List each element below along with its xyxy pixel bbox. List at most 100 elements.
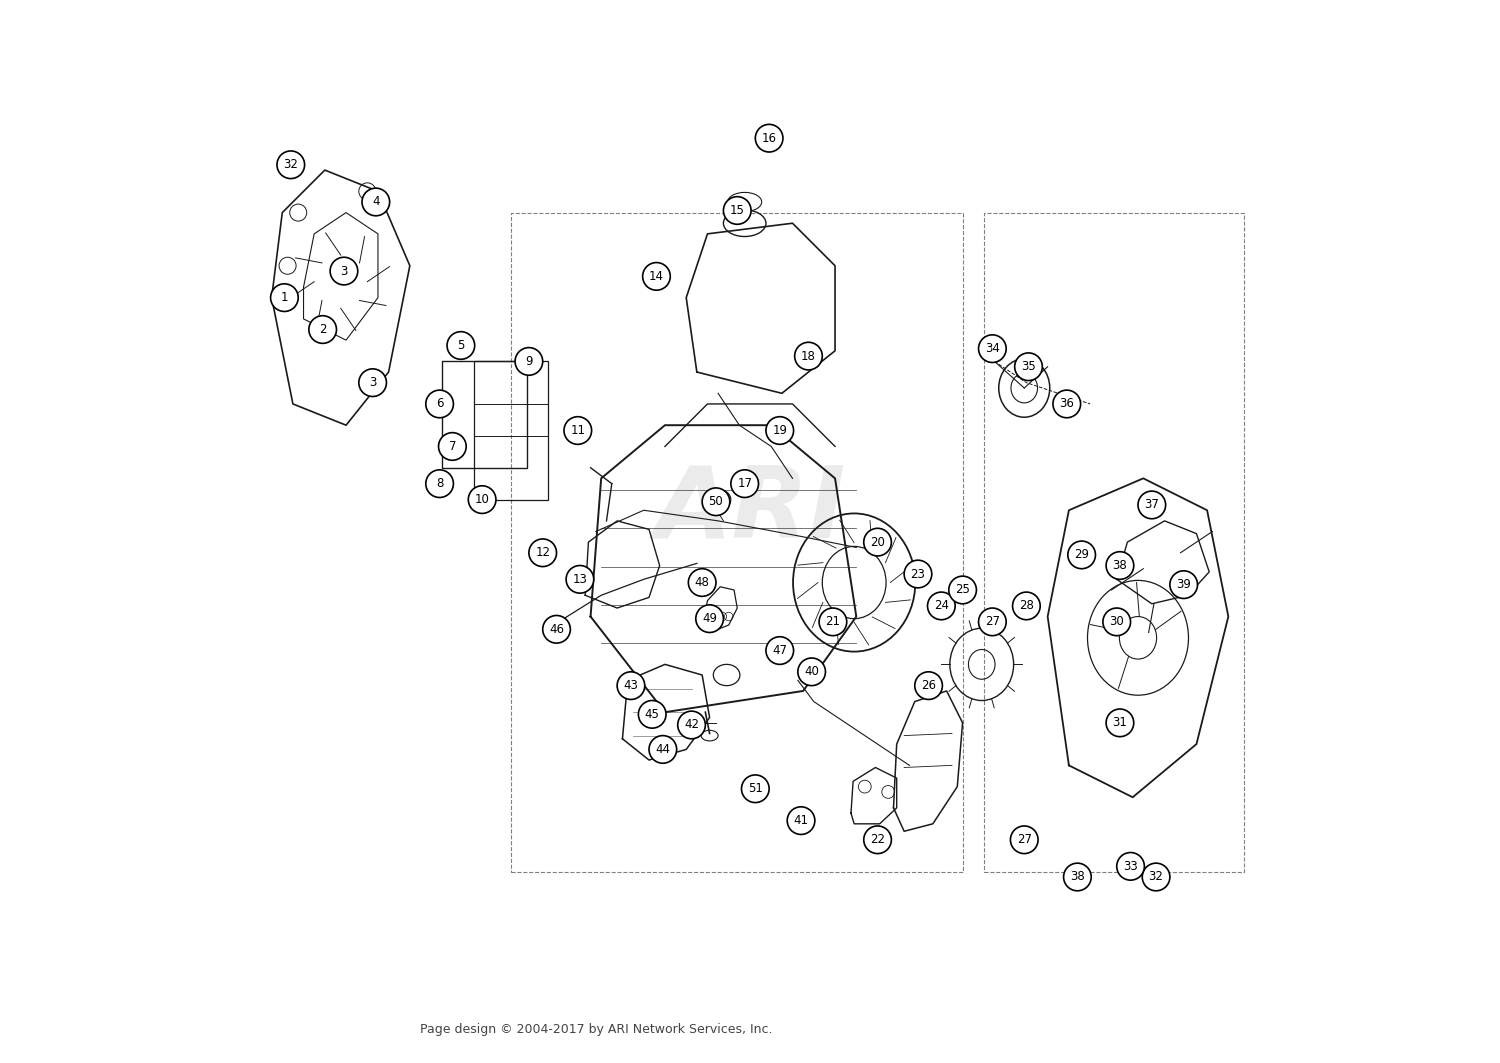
Circle shape: [564, 417, 591, 444]
Circle shape: [788, 807, 814, 834]
Circle shape: [309, 316, 336, 343]
Circle shape: [741, 775, 770, 803]
Text: 40: 40: [804, 665, 819, 678]
Text: 8: 8: [436, 477, 444, 490]
Circle shape: [756, 124, 783, 152]
Circle shape: [650, 736, 676, 763]
Text: 9: 9: [525, 355, 532, 368]
Text: 27: 27: [986, 615, 1000, 628]
Text: 51: 51: [748, 782, 764, 795]
Bar: [441, 361, 526, 468]
Text: 27: 27: [1017, 833, 1032, 846]
Circle shape: [950, 576, 976, 604]
Circle shape: [766, 637, 794, 664]
Circle shape: [270, 284, 298, 311]
Circle shape: [723, 197, 752, 224]
Circle shape: [1106, 552, 1134, 579]
Text: 16: 16: [762, 132, 777, 145]
Text: 22: 22: [870, 833, 885, 846]
Circle shape: [696, 605, 723, 632]
Circle shape: [642, 263, 670, 290]
Circle shape: [678, 711, 705, 739]
Circle shape: [566, 566, 594, 593]
Text: 35: 35: [1022, 360, 1036, 373]
Text: 32: 32: [1149, 871, 1164, 883]
Text: ARI: ARI: [654, 461, 846, 559]
Circle shape: [362, 188, 390, 216]
Circle shape: [915, 672, 942, 699]
Text: 49: 49: [702, 612, 717, 625]
Text: 36: 36: [1059, 398, 1074, 410]
Circle shape: [1106, 709, 1134, 737]
Circle shape: [730, 470, 759, 497]
Text: 47: 47: [772, 644, 788, 657]
Circle shape: [1013, 592, 1040, 620]
Circle shape: [1068, 541, 1095, 569]
Text: 3: 3: [340, 265, 348, 277]
Circle shape: [1102, 608, 1131, 636]
Text: 43: 43: [624, 679, 639, 692]
Circle shape: [543, 615, 570, 643]
Circle shape: [795, 342, 822, 370]
Circle shape: [426, 470, 453, 497]
Text: 32: 32: [284, 158, 298, 171]
Text: 19: 19: [772, 424, 788, 437]
Circle shape: [1170, 571, 1197, 598]
Text: 23: 23: [910, 568, 926, 580]
Circle shape: [819, 608, 846, 636]
Circle shape: [278, 151, 304, 179]
Circle shape: [1138, 491, 1166, 519]
Text: 39: 39: [1176, 578, 1191, 591]
Text: 29: 29: [1074, 549, 1089, 561]
Circle shape: [639, 701, 666, 728]
Text: 5: 5: [458, 339, 465, 352]
Text: 48: 48: [694, 576, 709, 589]
Circle shape: [438, 433, 466, 460]
Text: 45: 45: [645, 708, 660, 721]
Text: 41: 41: [794, 814, 808, 827]
Text: 44: 44: [656, 743, 670, 756]
Circle shape: [766, 417, 794, 444]
Text: 38: 38: [1113, 559, 1128, 572]
Text: 4: 4: [372, 196, 380, 208]
Circle shape: [330, 257, 358, 285]
Text: 42: 42: [684, 719, 699, 731]
Circle shape: [927, 592, 956, 620]
Circle shape: [864, 528, 891, 556]
Circle shape: [978, 608, 1006, 636]
Circle shape: [616, 672, 645, 699]
Circle shape: [1064, 863, 1090, 891]
Circle shape: [447, 332, 474, 359]
Text: 25: 25: [956, 584, 970, 596]
Text: 38: 38: [1070, 871, 1084, 883]
Circle shape: [426, 390, 453, 418]
Circle shape: [978, 335, 1006, 362]
Circle shape: [514, 348, 543, 375]
Circle shape: [358, 369, 387, 396]
Circle shape: [1011, 826, 1038, 854]
Text: 7: 7: [448, 440, 456, 453]
Text: 3: 3: [369, 376, 376, 389]
Circle shape: [702, 488, 730, 516]
Circle shape: [904, 560, 932, 588]
Text: 14: 14: [650, 270, 664, 283]
Circle shape: [530, 539, 556, 567]
Text: 26: 26: [921, 679, 936, 692]
Text: 1: 1: [280, 291, 288, 304]
Text: 28: 28: [1019, 600, 1034, 612]
Circle shape: [1014, 353, 1042, 381]
Text: 31: 31: [1113, 716, 1128, 729]
Text: 10: 10: [474, 493, 489, 506]
Bar: [474, 361, 548, 500]
Circle shape: [688, 569, 715, 596]
Text: 17: 17: [736, 477, 752, 490]
Circle shape: [1116, 853, 1144, 880]
Text: 6: 6: [436, 398, 444, 410]
Text: 33: 33: [1124, 860, 1138, 873]
Text: 2: 2: [320, 323, 327, 336]
Text: 37: 37: [1144, 499, 1160, 511]
Text: 24: 24: [934, 600, 950, 612]
Text: 12: 12: [536, 546, 550, 559]
Text: 11: 11: [570, 424, 585, 437]
Circle shape: [798, 658, 825, 686]
